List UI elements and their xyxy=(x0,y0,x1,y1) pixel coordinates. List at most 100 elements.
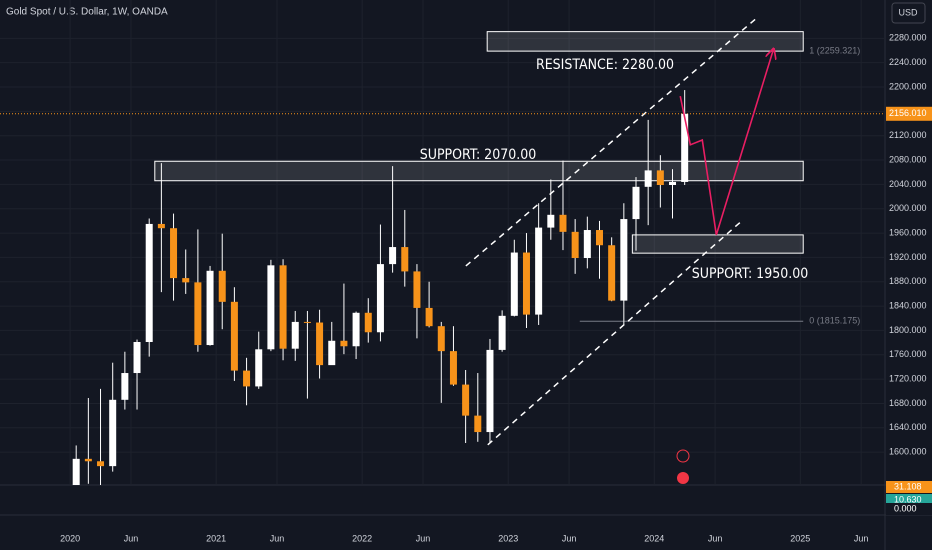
y-tick-label: 1720.000 xyxy=(889,373,927,383)
y-tick-label: 1680.000 xyxy=(889,398,927,408)
candle-body xyxy=(535,227,543,315)
candle-body xyxy=(97,461,105,467)
candle-body xyxy=(170,228,178,279)
fib-label: 1 (2259.321) xyxy=(809,45,860,55)
candle-body xyxy=(376,264,384,333)
candle-body xyxy=(267,265,275,350)
candle-body xyxy=(218,270,226,302)
y-tick-label: 2120.000 xyxy=(889,130,927,140)
currency[interactable]: USD xyxy=(898,7,918,17)
candle-body xyxy=(243,370,251,387)
candle-body xyxy=(583,230,591,259)
candle-body xyxy=(352,312,360,347)
x-tick-label: 2025 xyxy=(790,533,810,543)
candle-body xyxy=(303,321,311,323)
zone-label: RESISTANCE: 2280.00 xyxy=(536,57,674,73)
candle-body xyxy=(559,214,567,232)
x-tick-label: 2024 xyxy=(644,533,664,543)
candle-body xyxy=(194,282,202,346)
event-icon[interactable] xyxy=(676,449,690,463)
y-tick-label: 2000.000 xyxy=(889,203,927,213)
x-tick-label: 2023 xyxy=(498,533,518,543)
x-tick-label: Jun xyxy=(854,533,869,543)
x-tick-label: Jun xyxy=(124,533,139,543)
y-tick-label: 1760.000 xyxy=(889,349,927,359)
candle-body xyxy=(498,315,506,350)
candle-body xyxy=(644,170,652,187)
candle-body xyxy=(206,270,214,346)
indicator-label: 10.630 xyxy=(894,494,922,504)
channel-line xyxy=(487,221,741,446)
candle-body xyxy=(255,349,263,387)
y-tick-label: 2040.000 xyxy=(889,179,927,189)
candle-body xyxy=(230,301,238,371)
last-price-label: 2156.010 xyxy=(889,108,927,118)
candle-body xyxy=(316,322,324,366)
candle-body xyxy=(364,312,372,333)
zone xyxy=(486,31,804,52)
currency-button[interactable] xyxy=(891,2,926,24)
candle-body xyxy=(522,252,530,315)
candle-body xyxy=(437,326,445,352)
candle-body xyxy=(669,181,677,185)
price-pane xyxy=(0,0,885,485)
y-tick-label: 2080.000 xyxy=(889,154,927,164)
y-tick-label: 1840.000 xyxy=(889,300,927,310)
fib-label: 0 (1815.175) xyxy=(809,316,860,326)
y-tick-label: 1640.000 xyxy=(889,422,927,432)
candle-body xyxy=(656,170,664,185)
y-tick-label: 1960.000 xyxy=(889,227,927,237)
indicator-tag xyxy=(886,481,932,493)
candle-body xyxy=(84,458,92,462)
chart-title: Gold Spot / U.S. Dollar, 1W, OANDA xyxy=(6,7,168,18)
candle-body xyxy=(291,321,299,349)
y-tick-label: 2240.000 xyxy=(889,57,927,67)
candle-body xyxy=(620,219,628,301)
y-tick-label: 2280.000 xyxy=(889,33,927,43)
candle-body xyxy=(510,252,518,316)
candle-body xyxy=(474,415,482,433)
zone-label: SUPPORT: 2070.00 xyxy=(420,147,537,163)
candle-body xyxy=(182,278,190,283)
candle-body xyxy=(547,214,555,228)
candle-body xyxy=(401,247,409,272)
candle-body xyxy=(632,186,640,220)
candle-body xyxy=(425,307,433,327)
x-tick-label: Jun xyxy=(708,533,723,543)
y-tick-label: 1920.000 xyxy=(889,252,927,262)
candle-body xyxy=(157,223,165,229)
x-tick-label: 2020 xyxy=(60,533,80,543)
x-tick-label: Jun xyxy=(270,533,285,543)
candle-body xyxy=(571,231,579,259)
candle-body xyxy=(279,265,287,349)
x-tick-label: 2021 xyxy=(206,533,226,543)
candle-body xyxy=(328,340,336,366)
projection-path xyxy=(679,50,773,236)
zone-label: SUPPORT: 1950.00 xyxy=(692,266,809,282)
event-icon[interactable] xyxy=(677,472,689,484)
channel-line xyxy=(465,16,759,267)
last-price-tag xyxy=(886,106,932,121)
candle-body xyxy=(608,245,616,301)
y-tick-label: 1600.000 xyxy=(889,447,927,457)
x-tick-label: Jun xyxy=(562,533,577,543)
candle-body xyxy=(413,271,421,308)
zone xyxy=(154,160,804,182)
y-tick-label: 1800.000 xyxy=(889,325,927,335)
candle-body xyxy=(389,247,397,265)
candle-body xyxy=(121,373,129,400)
zone xyxy=(631,234,804,254)
y-tick-label: 2200.000 xyxy=(889,81,927,91)
candle-body xyxy=(72,458,80,485)
candle-body xyxy=(681,113,689,182)
candle-body xyxy=(145,223,153,342)
indicator-label: 0.000 xyxy=(894,503,917,513)
x-tick-label: 2022 xyxy=(352,533,372,543)
candle-body xyxy=(109,399,117,467)
indicator-tag xyxy=(886,503,932,515)
candle-body xyxy=(340,340,348,347)
x-tick-label: Jun xyxy=(416,533,431,543)
